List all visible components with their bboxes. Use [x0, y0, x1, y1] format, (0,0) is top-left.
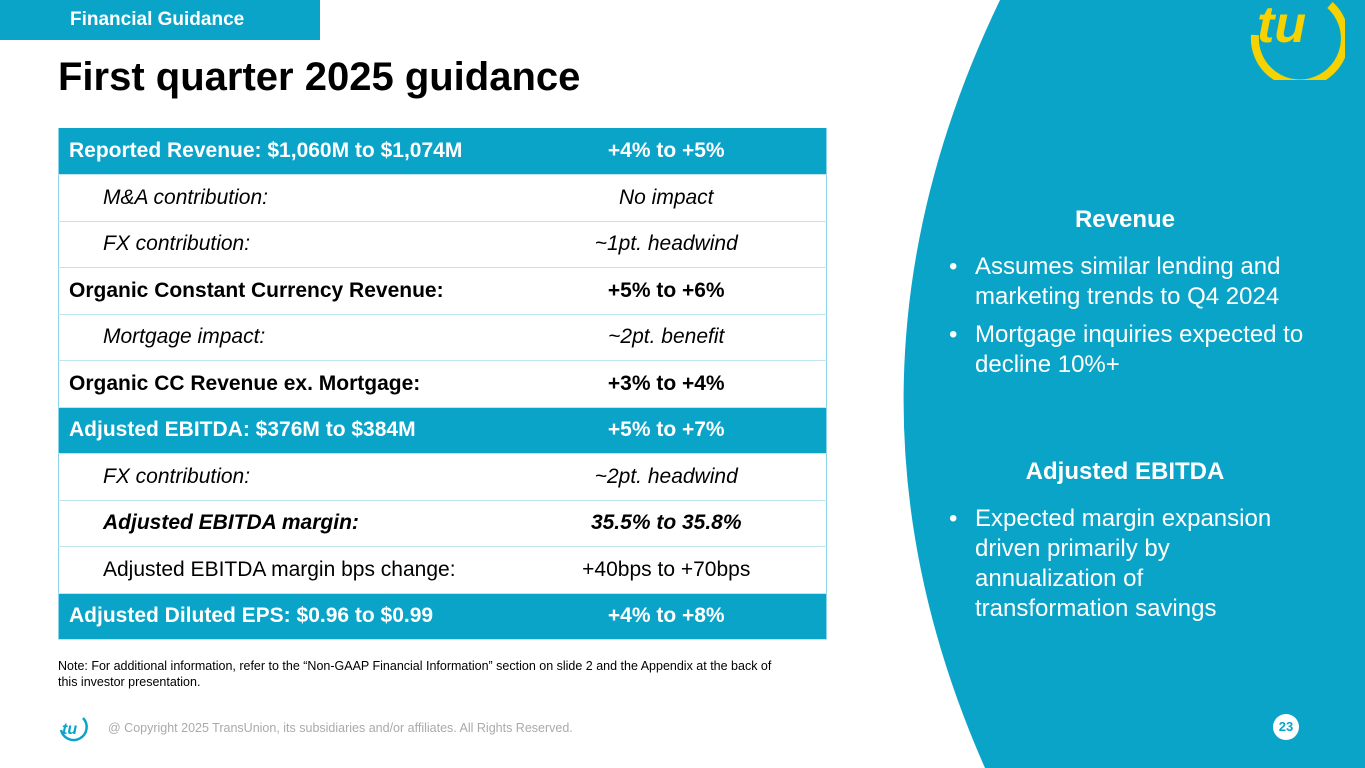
table-row: Mortgage impact: ~2pt. benefit [58, 314, 827, 361]
svg-text:tu: tu [1257, 0, 1306, 54]
page-number: 23 [1273, 714, 1299, 740]
row-value: +40bps to +70bps [506, 546, 827, 594]
page-title: First quarter 2025 guidance [58, 55, 581, 99]
ebitda-heading: Adjusted EBITDA [1025, 458, 1225, 485]
revenue-section: Revenue Assumes similar lending and mark… [949, 205, 1315, 388]
table-row: M&A contribution: No impact [58, 174, 827, 222]
table-row: Organic CC Revenue ex. Mortgage: +3% to +… [58, 360, 827, 408]
footnote: Note: For additional information, refer … [58, 659, 772, 689]
revenue-bullet: Mortgage inquiries expected to decline 1… [949, 320, 1315, 380]
row-label: Organic CC Revenue ex. Mortgage: [58, 360, 507, 408]
row-value: +4% to +8% [506, 593, 827, 640]
row-label: FX contribution: [58, 453, 507, 501]
row-label: M&A contribution: [58, 174, 507, 222]
table-row: Adjusted Diluted EPS: $0.96 to $0.99 +4% … [58, 593, 827, 640]
table-row: Organic Constant Currency Revenue: +5% to… [58, 267, 827, 315]
ebitda-bullet: Expected margin expansion driven primari… [949, 504, 1289, 624]
revenue-heading: Revenue [1074, 206, 1176, 233]
row-value: 35.5% to 35.8% [506, 500, 827, 547]
row-value: +5% to +6% [506, 267, 827, 315]
row-label: Mortgage impact: [58, 314, 507, 361]
table-row: Reported Revenue: $1,060M to $1,074M +4% … [58, 128, 827, 175]
row-label: Adjusted EBITDA margin: [58, 500, 507, 547]
footer-logo: tu [59, 717, 88, 742]
table-row: FX contribution: ~2pt. headwind [58, 453, 827, 501]
revenue-bullet: Assumes similar lending and marketing tr… [949, 252, 1315, 312]
transunion-logo: tu [1250, 0, 1345, 80]
row-label: Adjusted EBITDA: $376M to $384M [58, 407, 507, 454]
row-value: ~2pt. headwind [506, 453, 827, 501]
row-value: ~1pt. headwind [506, 221, 827, 268]
table-row: Adjusted EBITDA: $376M to $384M +5% to +7… [58, 407, 827, 454]
row-label: FX contribution: [58, 221, 507, 268]
row-value: No impact [506, 174, 827, 222]
svg-text:tu: tu [62, 721, 77, 738]
table-row: FX contribution: ~1pt. headwind [58, 221, 827, 268]
table-row: Adjusted EBITDA margin bps change: +40bps… [58, 546, 827, 594]
row-value: ~2pt. benefit [506, 314, 827, 361]
row-label: Adjusted EBITDA margin bps change: [58, 546, 507, 594]
row-label: Reported Revenue: $1,060M to $1,074M [58, 128, 507, 175]
row-value: +5% to +7% [506, 407, 827, 454]
guidance-table: Reported Revenue: $1,060M to $1,074M +4% … [58, 128, 827, 640]
ebitda-section: Adjusted EBITDA Expected margin expansio… [949, 457, 1315, 632]
copyright: @ Copyright 2025 TransUnion, its subsidi… [108, 721, 573, 735]
row-label: Adjusted Diluted EPS: $0.96 to $0.99 [58, 593, 507, 640]
table-row: Adjusted EBITDA margin: 35.5% to 35.8% [58, 500, 827, 547]
row-label: Organic Constant Currency Revenue: [58, 267, 507, 315]
row-value: +4% to +5% [506, 128, 827, 175]
section-tag: Financial Guidance [0, 0, 320, 40]
row-value: +3% to +4% [506, 360, 827, 408]
